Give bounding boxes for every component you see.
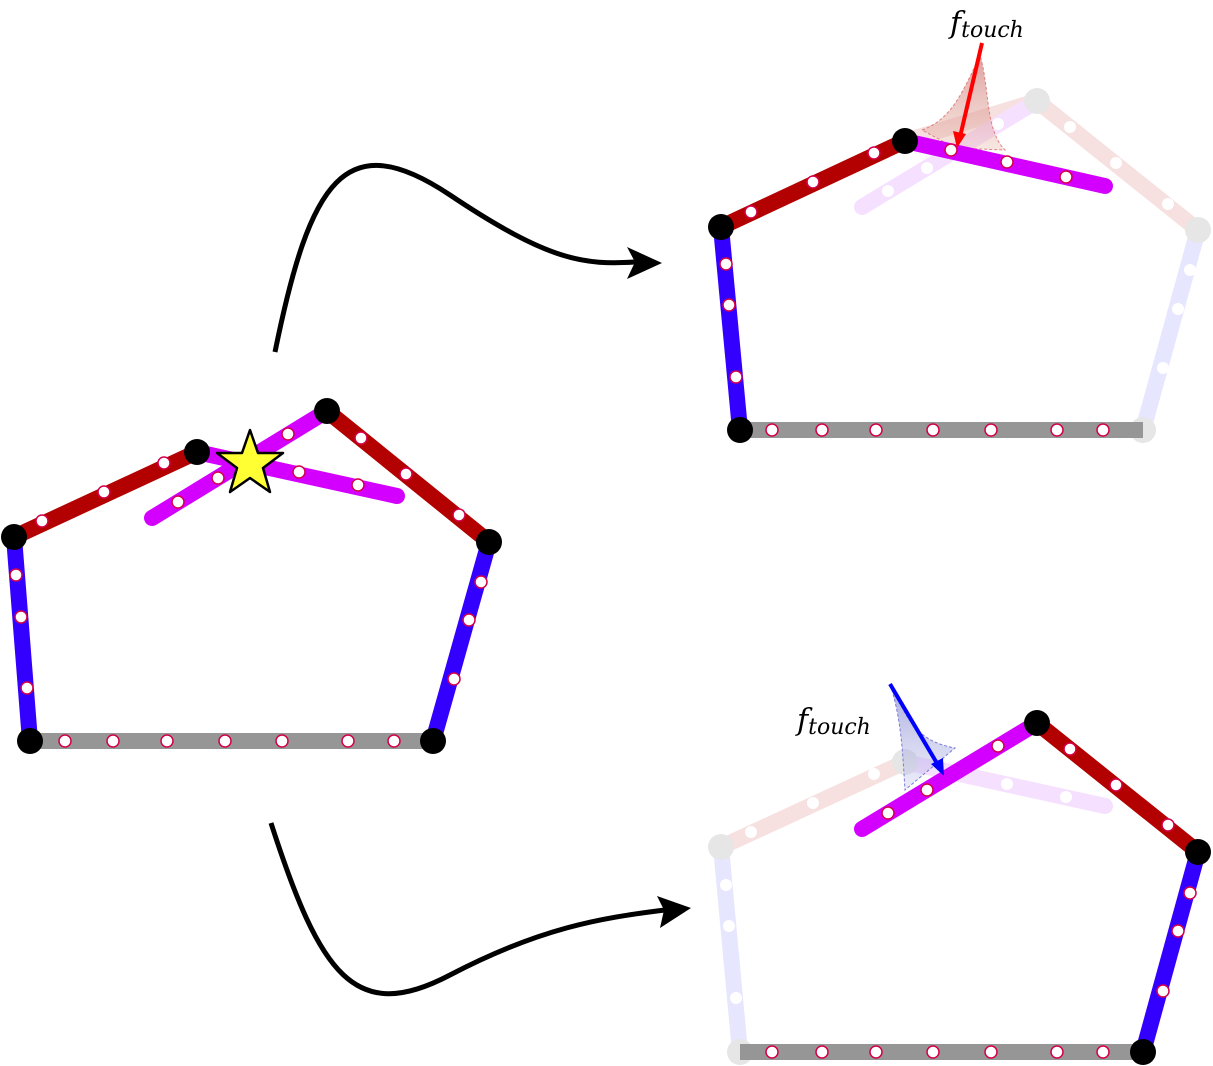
- joints: [1024, 710, 1211, 1065]
- link-blue-right: [425, 539, 497, 744]
- top-configuration: ftouch: [708, 6, 1211, 443]
- sensor-markers: [719, 143, 1110, 437]
- sensor-markers: [9, 427, 488, 748]
- link-blue-left: [6, 536, 38, 742]
- initial-configuration: [1, 398, 502, 754]
- force-label: ftouch: [795, 703, 871, 740]
- force-arrow-icon: [953, 42, 984, 148]
- link-blue-right: [1135, 849, 1206, 1055]
- force-label: ftouch: [948, 6, 1024, 43]
- sensor-markers: [765, 739, 1197, 1059]
- star-icon: [215, 428, 285, 494]
- force-arrow-icon: [888, 682, 944, 776]
- curved-arrow-icon: [268, 822, 691, 997]
- link-blue-left: [713, 226, 748, 431]
- joints: [708, 128, 918, 443]
- bottom-configuration: ftouch: [708, 682, 1211, 1065]
- joints: [1, 398, 502, 754]
- curved-arrow-icon: [272, 163, 662, 353]
- ghost-markers: [720, 768, 1072, 1004]
- ghost-markers: [882, 118, 1196, 374]
